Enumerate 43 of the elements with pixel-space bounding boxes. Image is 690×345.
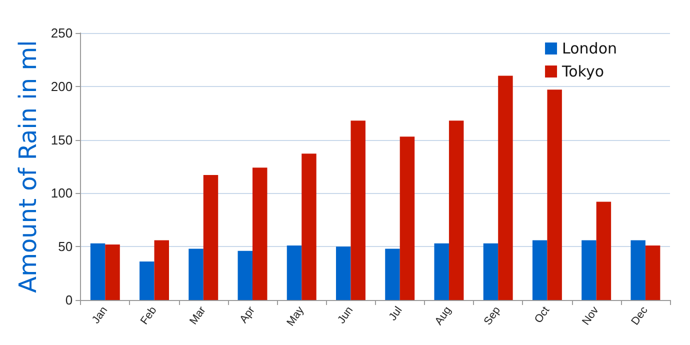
- bar: [547, 90, 562, 300]
- legend-label: London: [562, 40, 617, 58]
- x-tick-label: Apr: [238, 304, 258, 326]
- bar: [105, 244, 120, 300]
- bar: [350, 120, 366, 300]
- bar: [498, 76, 513, 300]
- bar: [483, 243, 498, 300]
- bar: [286, 246, 302, 300]
- bar: [400, 136, 415, 300]
- y-tick-label: 250: [50, 26, 73, 40]
- bar: [154, 240, 169, 300]
- x-tick-label: Dec: [629, 304, 651, 328]
- bar: [90, 243, 106, 300]
- bar: [188, 248, 204, 300]
- bar: [630, 240, 646, 300]
- bar: [448, 120, 464, 300]
- y-tick-label: 100: [50, 186, 73, 201]
- y-tick-label: 200: [50, 78, 73, 94]
- y-tick-label: 150: [50, 132, 73, 148]
- bar: [596, 202, 612, 300]
- y-tick-label: 0: [65, 292, 73, 308]
- legend-label: Tokyo: [561, 62, 604, 80]
- x-tick-label: Jun: [336, 304, 356, 326]
- x-tick-label: Jul: [386, 304, 405, 323]
- x-tick-label: Jan: [90, 304, 110, 326]
- bar: [336, 246, 351, 300]
- bar: [203, 175, 218, 300]
- bar: [302, 154, 316, 300]
- bar: [238, 250, 252, 300]
- bar: [434, 243, 449, 300]
- x-tick-label: Nov: [580, 304, 602, 328]
- bar: [582, 240, 596, 300]
- x-tick-label: Mar: [188, 304, 208, 327]
- bar: [140, 262, 154, 300]
- bar: [645, 246, 660, 300]
- x-tick-label: Oct: [532, 304, 552, 326]
- x-tick-label: Feb: [138, 304, 160, 327]
- y-axis-title: Amount of Rain in ml: [14, 40, 42, 293]
- bar: [385, 248, 400, 300]
- y-tick-label: 50: [58, 239, 73, 254]
- x-tick-label: Sep: [482, 304, 503, 328]
- bar: [532, 240, 548, 300]
- bar: [252, 168, 268, 300]
